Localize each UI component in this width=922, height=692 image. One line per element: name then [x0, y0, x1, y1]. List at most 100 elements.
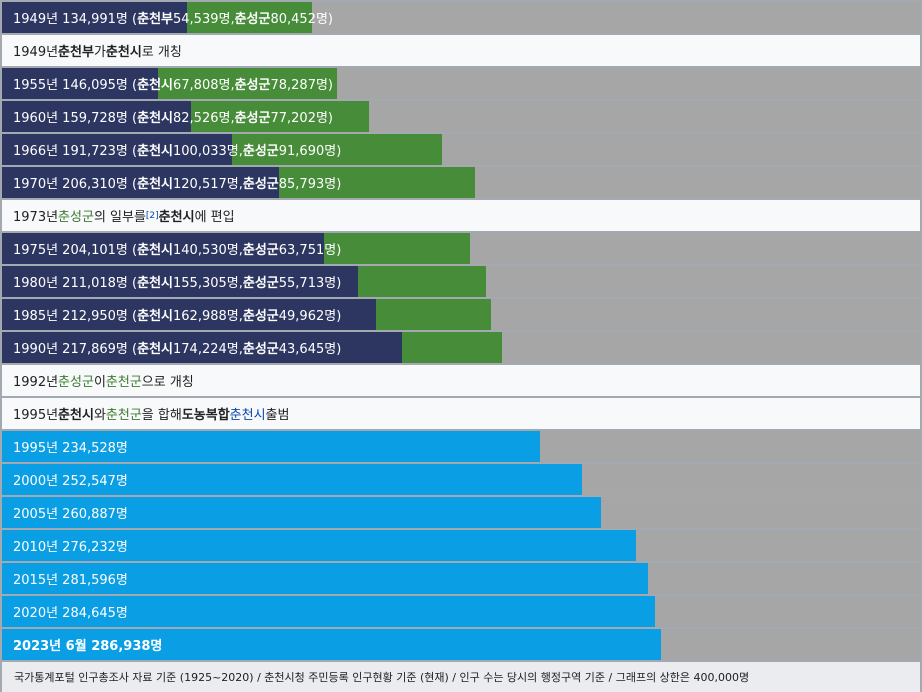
bar-value-label: 2010년 276,232명: [13, 540, 128, 555]
row-label: 1949년 춘천부 가 춘천시 로 개칭: [13, 35, 182, 66]
row-label: 1970년 206,310명 (춘천시 120,517명, 춘성군 85,793…: [13, 167, 341, 198]
bar-gun-segment: [376, 299, 491, 330]
label-part: 1975년 204,101명 (: [13, 243, 138, 258]
note-part: 의 일부를: [93, 210, 146, 225]
label-part: 82,526명,: [173, 111, 235, 126]
row-label: 1973년 춘성군 의 일부를 [2] 춘천시 에 편입: [13, 200, 235, 231]
label-part: 춘천시: [137, 243, 173, 258]
bar-city-segment: [2, 266, 358, 297]
label-part: 춘성군: [234, 111, 271, 126]
label-part: 55,713명): [278, 276, 342, 291]
chart-row-5: 1970년 206,310명 (춘천시 120,517명, 춘성군 85,793…: [2, 167, 920, 198]
note-part: 로 개칭: [141, 45, 182, 60]
note-part: 춘천부: [58, 45, 94, 60]
bar-value-label: 1995년 234,528명: [13, 441, 128, 456]
label-part: 80,452명): [270, 12, 334, 27]
label-part: 77,202명): [270, 111, 334, 126]
chart-row-15: 2005년 260,887명: [2, 497, 920, 528]
bar-total-segment: [2, 629, 661, 660]
row-label: 1960년 159,728명 (춘천시 82,526명, 춘성군 77,202명…: [13, 101, 333, 132]
row-label: 2015년 281,596명: [13, 563, 128, 594]
bar-city-segment: [2, 134, 232, 165]
note-part: 1995년: [13, 408, 59, 423]
chart-row-6: 1973년 춘성군 의 일부를 [2] 춘천시 에 편입: [2, 200, 920, 231]
label-part: 1960년 159,728명 (: [13, 111, 138, 126]
bar-city-segment: [2, 68, 158, 99]
label-part: 춘천시: [137, 276, 173, 291]
chart-row-12: 1995년 춘천시 와 춘천군 을 합해 도농복합 춘천시 출범: [2, 398, 920, 429]
row-label: 2010년 276,232명: [13, 530, 128, 561]
chart-footer: 국가통계포털 인구총조사 자료 기준 (1925~2020) / 춘천시청 주민…: [2, 662, 920, 692]
chart-row-3: 1960년 159,728명 (춘천시 82,526명, 춘성군 77,202명…: [2, 101, 920, 132]
label-part: 춘천시: [137, 309, 173, 324]
label-part: 춘성군: [242, 243, 279, 258]
row-label: 2005년 260,887명: [13, 497, 128, 528]
label-part: 85,793명): [278, 177, 342, 192]
chart-row-13: 1995년 234,528명: [2, 431, 920, 462]
bar-gun-segment: [191, 101, 369, 132]
bar-city-segment: [2, 299, 376, 330]
row-label: 1990년 217,869명 (춘천시 174,224명, 춘성군 43,645…: [13, 332, 341, 363]
chart-row-19: 2023년 6월 286,938명: [2, 629, 920, 660]
label-part: 춘천시: [137, 342, 173, 357]
note-part: 춘천시: [58, 408, 94, 423]
row-label: 1975년 204,101명 (춘천시 140,530명, 춘성군 63,751…: [13, 233, 341, 264]
label-part: 춘천시: [137, 78, 173, 93]
row-label: 1949년 134,991명 (춘천부 54,539명, 춘성군 80,452명…: [13, 2, 333, 33]
row-label: 1992년 춘성군 이 춘천군 으로 개칭: [13, 365, 194, 396]
bar-gun-segment: [324, 233, 470, 264]
label-part: 1980년 211,018명 (: [13, 276, 138, 291]
label-part: 54,539명,: [173, 12, 235, 27]
bar-total-segment: [2, 431, 540, 462]
label-part: 춘성군: [242, 144, 279, 159]
label-part: 1949년 134,991명 (: [13, 12, 138, 27]
chart-row-18: 2020년 284,645명: [2, 596, 920, 627]
note-part: 에 편입: [194, 210, 235, 225]
bar-gun-segment: [279, 167, 475, 198]
row-label: 1955년 146,095명 (춘천시 67,808명, 춘성군 78,287명…: [13, 68, 333, 99]
label-part: 120,517명,: [173, 177, 243, 192]
chart-row-2: 1955년 146,095명 (춘천시 67,808명, 춘성군 78,287명…: [2, 68, 920, 99]
note-part: 춘성군: [58, 210, 94, 225]
note-part: 춘성군: [58, 375, 94, 390]
bar-value-label: 2020년 284,645명: [13, 606, 128, 621]
label-part: 춘성군: [234, 78, 271, 93]
label-part: 1955년 146,095명 (: [13, 78, 138, 93]
label-part: 49,962명): [278, 309, 342, 324]
label-part: 43,645명): [278, 342, 342, 357]
label-part: 63,751명): [278, 243, 342, 258]
note-part: 춘천시: [229, 408, 266, 423]
note-part: 춘천시: [158, 210, 195, 225]
row-label: 2020년 284,645명: [13, 596, 128, 627]
label-part: 춘성군: [242, 177, 279, 192]
bar-total-segment: [2, 464, 582, 495]
chart-row-1: 1949년 춘천부 가 춘천시 로 개칭: [2, 35, 920, 66]
bar-city-segment: [2, 2, 187, 33]
row-label: 1995년 춘천시 와 춘천군 을 합해 도농복합 춘천시 출범: [13, 398, 289, 429]
label-part: 78,287명): [270, 78, 334, 93]
label-part: 91,690명): [278, 144, 342, 159]
label-part: 1985년 212,950명 (: [13, 309, 138, 324]
label-part: 100,033명,: [173, 144, 243, 159]
bar-city-segment: [2, 332, 402, 363]
label-part: 춘천부: [137, 12, 173, 27]
note-part: 출범: [265, 408, 290, 423]
chart-row-10: 1990년 217,869명 (춘천시 174,224명, 춘성군 43,645…: [2, 332, 920, 363]
bar-gun-segment: [158, 68, 337, 99]
bar-value-label: 2005년 260,887명: [13, 507, 128, 522]
bar-total-segment: [2, 596, 655, 627]
row-label: 2000년 252,547명: [13, 464, 128, 495]
label-part: 춘성군: [242, 276, 279, 291]
chart-row-16: 2010년 276,232명: [2, 530, 920, 561]
chart-row-8: 1980년 211,018명 (춘천시 155,305명, 춘성군 55,713…: [2, 266, 920, 297]
label-part: 174,224명,: [173, 342, 243, 357]
bar-gun-segment: [402, 332, 502, 363]
note-part: 1949년: [13, 45, 59, 60]
label-part: 1966년 191,723명 (: [13, 144, 138, 159]
chart-row-11: 1992년 춘성군 이 춘천군 으로 개칭: [2, 365, 920, 396]
label-part: 1990년 217,869명 (: [13, 342, 138, 357]
label-part: 춘성군: [234, 12, 271, 27]
note-part: 1992년: [13, 375, 59, 390]
bar-total-segment: [2, 563, 648, 594]
